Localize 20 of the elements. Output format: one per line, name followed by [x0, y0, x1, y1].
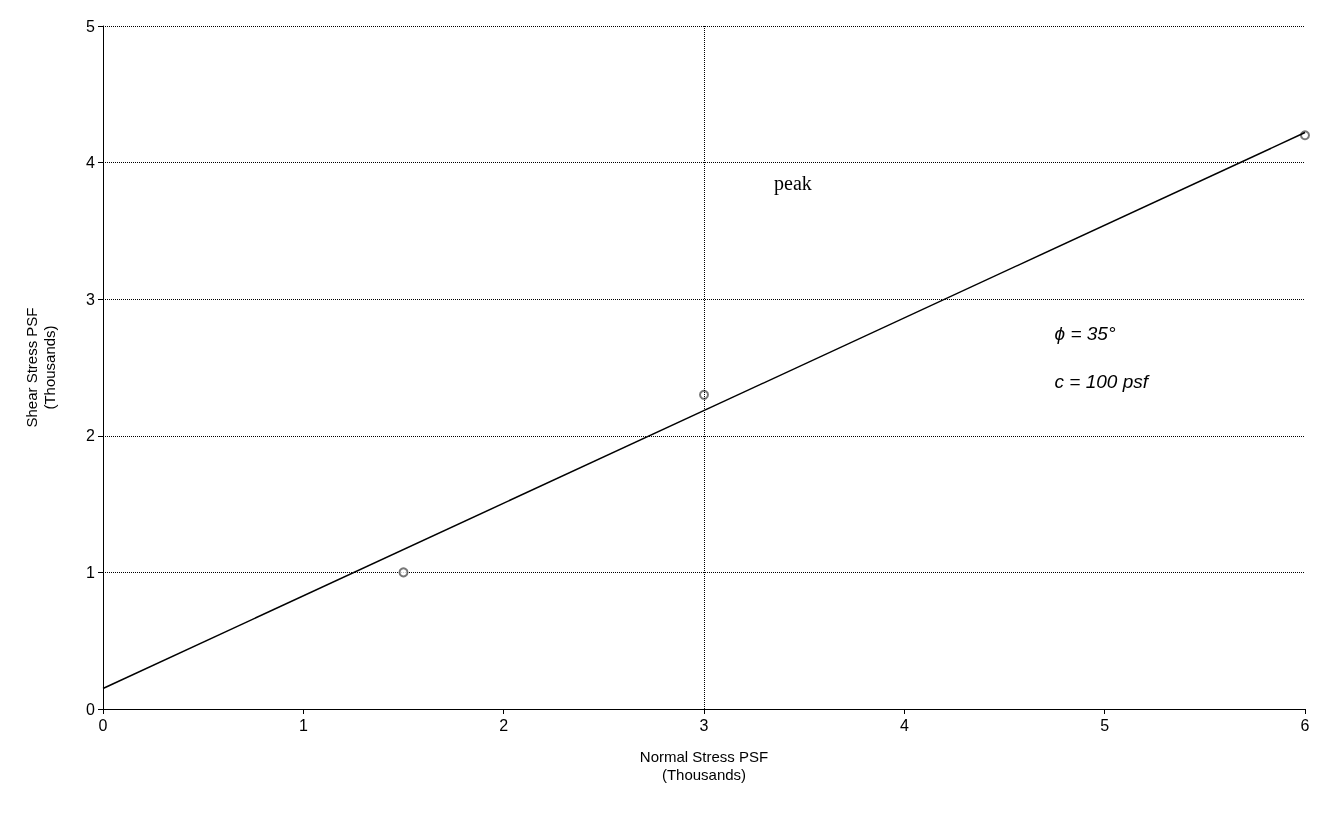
y-axis-title: Shear Stress PSF (Thousands)	[22, 307, 58, 428]
x-tick-label: 5	[1100, 716, 1110, 734]
x-tick-label: 6	[1300, 716, 1310, 734]
x-tick-label: 0	[98, 716, 108, 734]
y-tick-label: 0	[86, 700, 96, 718]
x-tick-label: 3	[699, 716, 709, 734]
annotation: c = 100 psf	[1054, 370, 1150, 392]
y-tick-label: 4	[86, 154, 96, 172]
x-tick-label: 4	[899, 716, 909, 734]
y-tick-label: 2	[86, 427, 96, 445]
x-tick-label: 2	[499, 716, 509, 734]
y-tick-label: 5	[86, 17, 96, 35]
point	[699, 389, 709, 400]
x-tick-label: 1	[298, 716, 308, 734]
annotation: peak	[774, 172, 812, 196]
x-axis-title: Normal Stress PSF (Thousands)	[639, 747, 769, 783]
point	[398, 567, 409, 578]
y-tick-label: 3	[86, 290, 96, 308]
annotation: ɸ = 35°	[1054, 322, 1116, 344]
y-tick-label: 1	[86, 563, 96, 581]
